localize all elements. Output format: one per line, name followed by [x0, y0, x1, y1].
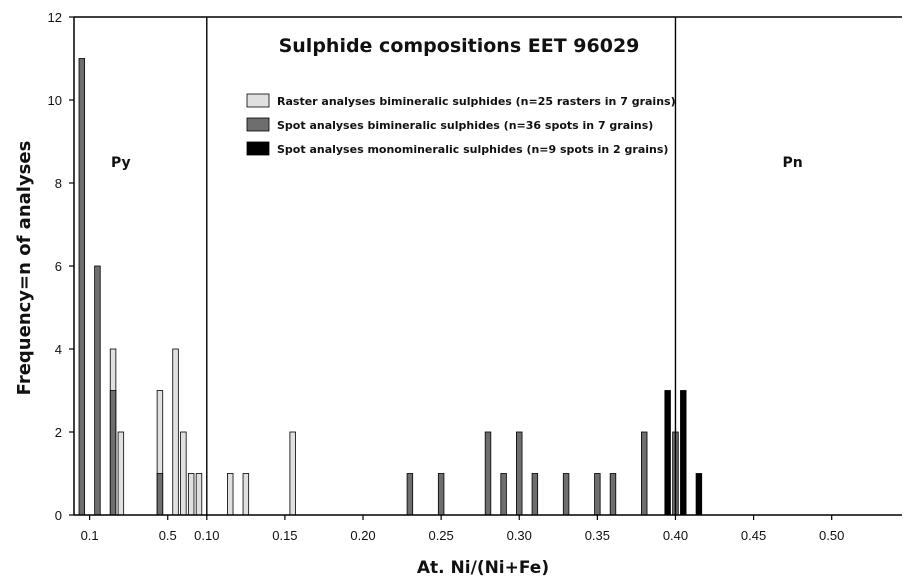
- bar-series2-12: [594, 473, 601, 516]
- legend-label-1: Raster analyses bimineralic sulphides (n…: [277, 95, 676, 108]
- legend-label-3: Spot analyses monomineralic sulphides (n…: [277, 143, 668, 156]
- bars-group: [78, 58, 703, 516]
- bar-series2-6: [437, 473, 445, 516]
- bar-series2-2: [94, 265, 101, 516]
- x-tick-label: 0.30: [507, 528, 532, 543]
- legend: Raster analyses bimineralic sulphides (n…: [246, 93, 676, 156]
- bar-series2-4: [156, 473, 164, 516]
- y-tick-label: 0: [55, 508, 62, 523]
- ticks-group: 0 2 4 6 8 10 12 0.1 0.5 0.10 0.15 0.20 0.25 0.30 0.35 0…: [48, 10, 845, 543]
- bar-series1-8: [227, 473, 234, 516]
- bar-series2-1: [78, 58, 86, 516]
- bar-series1-4: [172, 348, 179, 516]
- y-tick-label: 8: [55, 176, 62, 191]
- x-tick-label: 0.1: [81, 528, 99, 543]
- legend-swatch-3: [246, 141, 270, 156]
- bar-series2-10: [531, 473, 539, 516]
- y-tick-label: 12: [48, 10, 62, 25]
- x-tick-label: 0.50: [819, 528, 844, 543]
- x-tick-label: 0.10: [194, 528, 219, 543]
- bar-series1-2: [117, 431, 125, 516]
- bar-series1-7: [195, 473, 203, 516]
- bar-series1-10: [289, 431, 296, 516]
- region-labels: Py Pn: [111, 155, 803, 171]
- bar-series1-5: [180, 431, 187, 516]
- y-axis-title: Frequency=n of analyses: [14, 141, 35, 396]
- bar-series1-9: [242, 473, 250, 516]
- y-tick-label: 10: [48, 93, 62, 108]
- bar-series2-9: [516, 431, 523, 516]
- x-tick-label: 0.40: [663, 528, 688, 543]
- x-tick-label: 0.25: [428, 528, 453, 543]
- bar-series2-13: [609, 473, 617, 516]
- bar-series1-6: [187, 473, 195, 516]
- bar-series3-3: [695, 473, 703, 516]
- legend-swatch-2: [246, 117, 270, 132]
- y-tick-label: 2: [55, 425, 62, 440]
- legend-label-2: Spot analyses bimineralic sulphides (n=3…: [277, 119, 653, 132]
- region-label-py: Py: [111, 155, 131, 171]
- y-tick-label: 4: [55, 342, 62, 357]
- bar-series2-7: [484, 431, 492, 516]
- x-axis-title: At. Ni/(Ni+Fe): [417, 558, 549, 578]
- chart-title: Sulphide compositions EET 96029: [279, 35, 640, 57]
- x-tick-label: 0.5: [159, 528, 177, 543]
- x-tick-label: 0.20: [350, 528, 375, 543]
- bar-series3-1: [664, 390, 671, 516]
- legend-swatch-1: [246, 93, 270, 108]
- bar-series2-3: [109, 390, 117, 516]
- bar-series2-8: [500, 473, 507, 516]
- x-tick-label: 0.35: [585, 528, 610, 543]
- bar-series2-11: [562, 473, 570, 516]
- bar-series3-2: [680, 390, 687, 516]
- y-tick-label: 6: [55, 259, 62, 274]
- x-tick-label: 0.45: [741, 528, 766, 543]
- region-label-pn: Pn: [783, 155, 803, 171]
- x-tick-label: 0.15: [272, 528, 297, 543]
- bar-series2-14: [641, 431, 648, 516]
- bar-series2-5: [406, 473, 414, 516]
